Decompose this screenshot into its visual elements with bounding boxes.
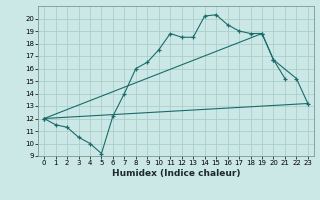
X-axis label: Humidex (Indice chaleur): Humidex (Indice chaleur) bbox=[112, 169, 240, 178]
